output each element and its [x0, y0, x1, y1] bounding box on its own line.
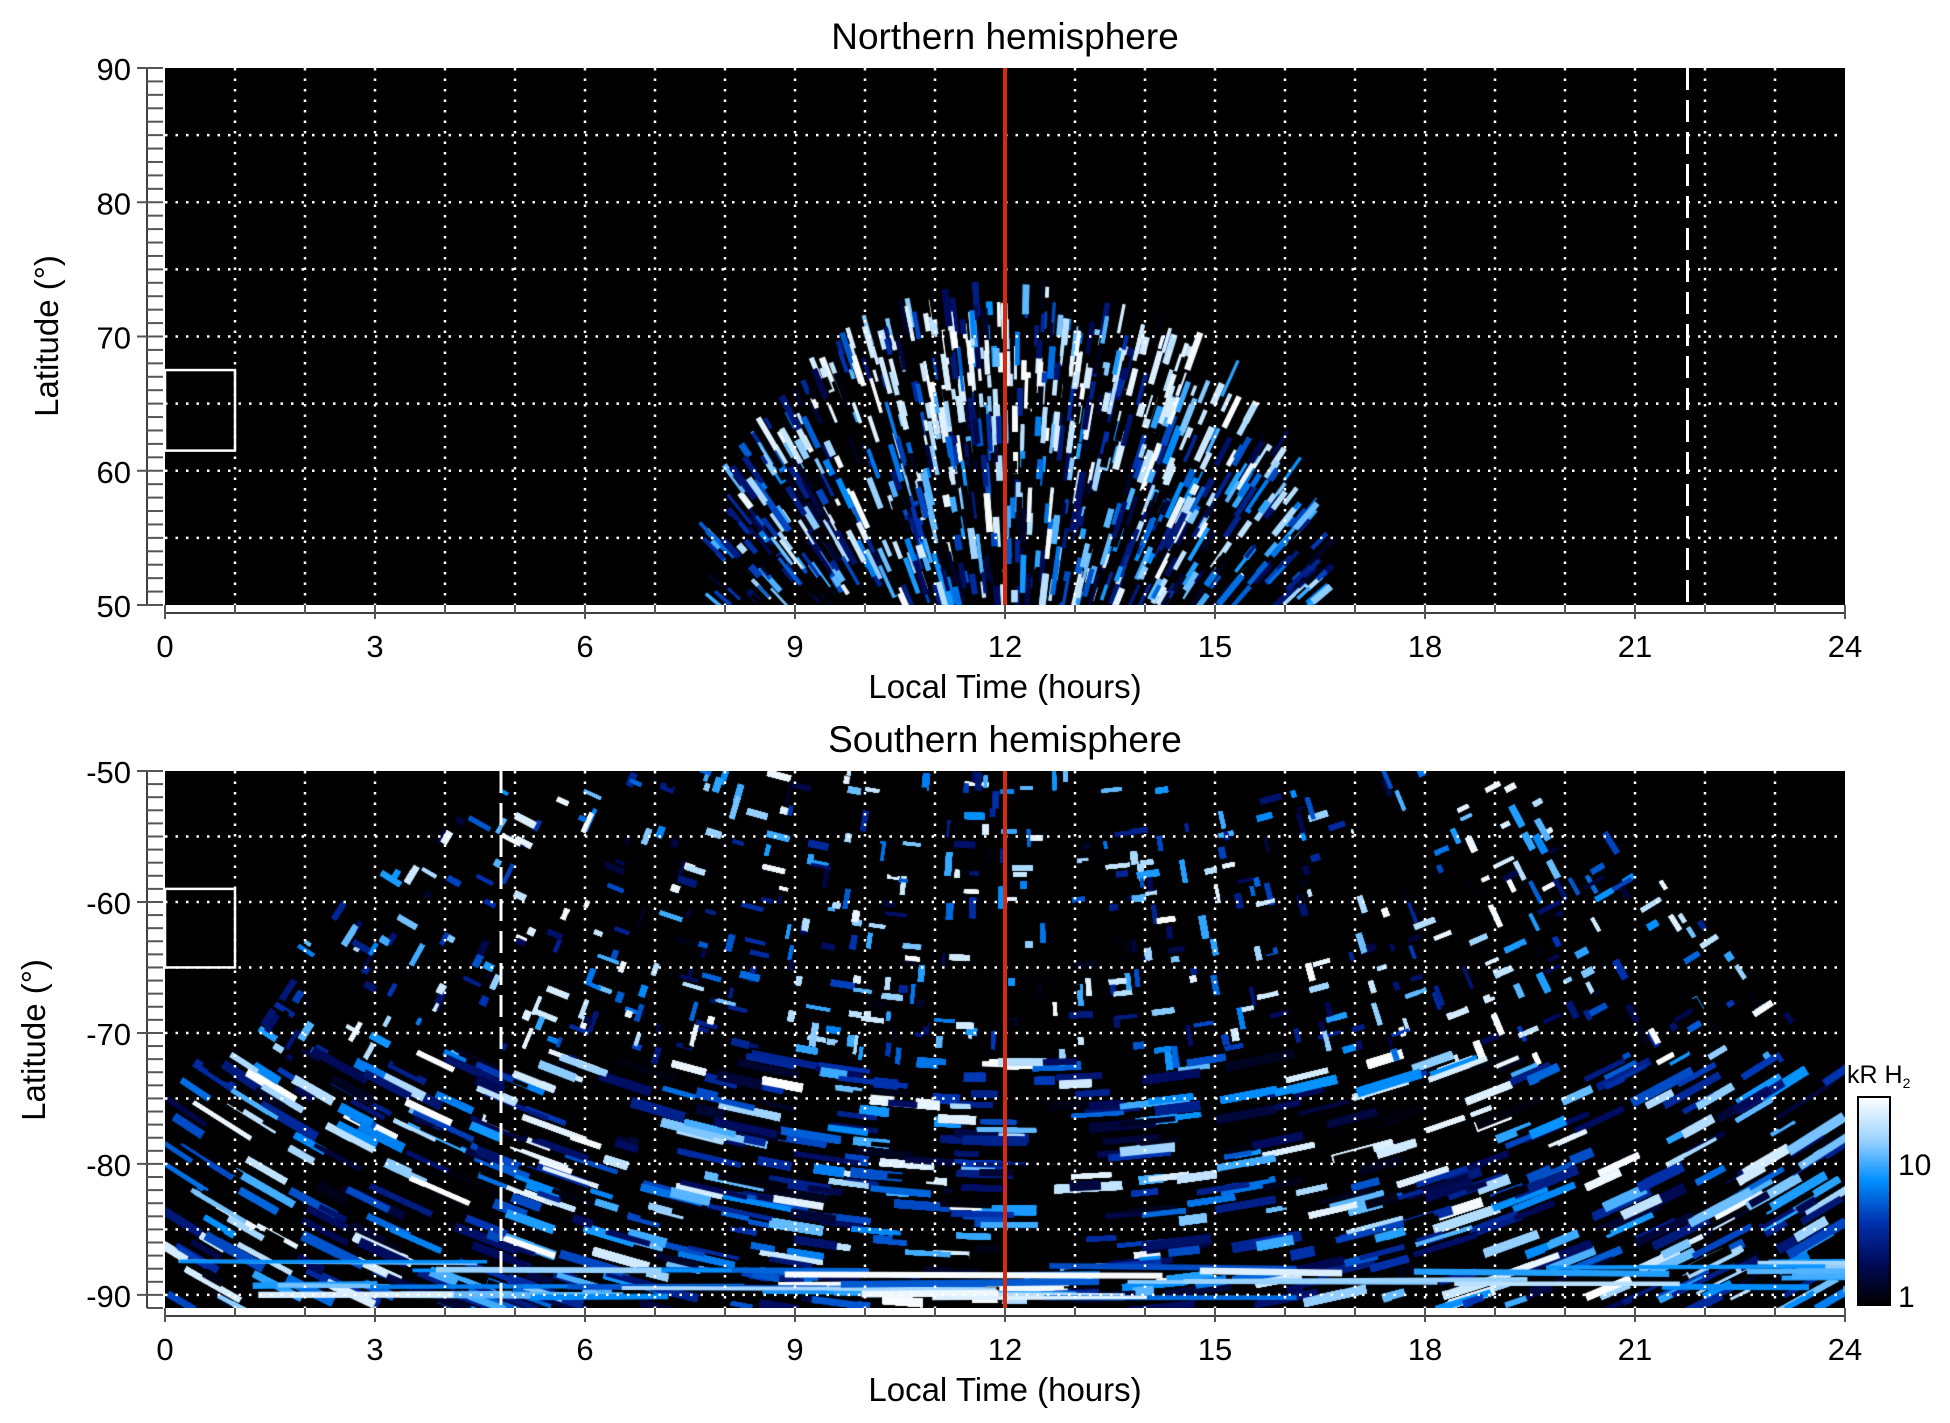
x-tick-label: 24	[1828, 629, 1862, 664]
x-tick-label: 9	[786, 629, 803, 664]
south-title: Southern hemisphere	[828, 719, 1182, 760]
x-tick-label: 9	[786, 1332, 803, 1367]
x-tick-label: 18	[1408, 629, 1442, 664]
reference-box	[163, 368, 237, 452]
x-tick-label: 3	[366, 1332, 383, 1367]
y-tick-label: -60	[86, 886, 131, 921]
y-tick-label: -70	[86, 1017, 131, 1052]
x-tick-label: 15	[1198, 629, 1232, 664]
x-tick-label: 12	[988, 1332, 1022, 1367]
x-tick-label: 21	[1618, 1332, 1652, 1367]
x-tick-label: 6	[576, 1332, 593, 1367]
reference-box	[163, 887, 237, 969]
x-tick-label: 6	[576, 629, 593, 664]
y-tick-label: 70	[97, 321, 131, 356]
x-tick-label: 12	[988, 629, 1022, 664]
panel-south-axes: 0 3 6 9 12 15 18 21 24 -50 -60 -70 -80 -90	[86, 755, 1862, 1367]
north-xlabel: Local Time (hours)	[868, 668, 1141, 705]
colorbar-gradient	[1858, 1097, 1890, 1305]
y-tick-label: 80	[97, 186, 131, 221]
colorbar-tick-1: 1	[1898, 1281, 1915, 1314]
x-tick-label: 18	[1408, 1332, 1442, 1367]
x-tick-label: 15	[1198, 1332, 1232, 1367]
x-tick-label: 3	[366, 629, 383, 664]
y-tick-label: -90	[86, 1279, 131, 1314]
y-tick-label: 90	[97, 52, 131, 87]
y-tick-label: -80	[86, 1148, 131, 1183]
colorbar-label: kR H2	[1847, 1061, 1911, 1091]
north-title: Northern hemisphere	[831, 16, 1179, 57]
colorbar-frame	[1857, 1096, 1891, 1306]
y-tick-label: 50	[97, 589, 131, 624]
south-xlabel: Local Time (hours)	[868, 1371, 1141, 1408]
panel-north-axes: 0 3 6 9 12 15 18 21 24 50 60 70 80 90	[97, 52, 1863, 664]
y-tick-label: 60	[97, 455, 131, 490]
north-ylabel: Latitude (°)	[28, 255, 65, 417]
colorbar-tick-10: 10	[1898, 1149, 1931, 1182]
x-tick-label: 0	[156, 629, 173, 664]
y-tick-label: -50	[86, 755, 131, 790]
x-tick-label: 21	[1618, 629, 1652, 664]
x-tick-label: 0	[156, 1332, 173, 1367]
x-tick-label: 24	[1828, 1332, 1862, 1367]
south-ylabel: Latitude (°)	[15, 959, 52, 1121]
